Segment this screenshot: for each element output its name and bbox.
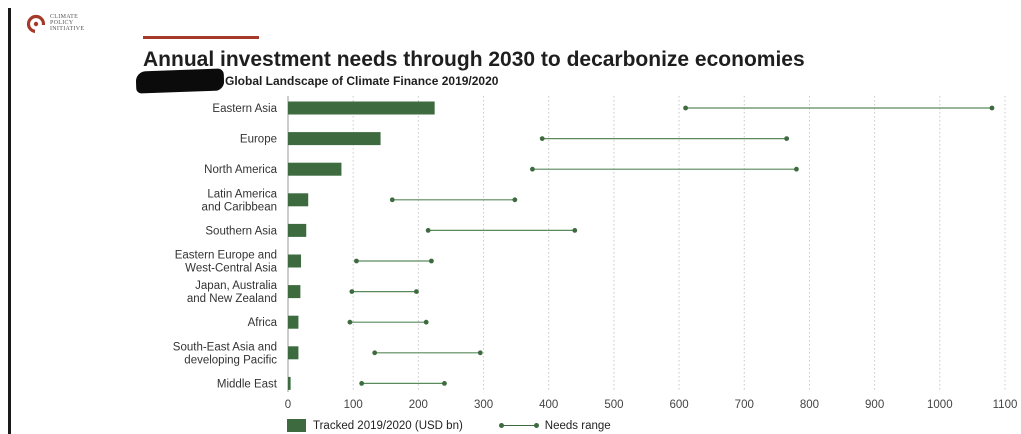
needs-range-max-point xyxy=(442,381,447,386)
x-tick-label: 500 xyxy=(604,399,623,411)
tracked-bar xyxy=(288,315,299,329)
needs-range-min-point xyxy=(539,136,545,142)
needs-range-max-point xyxy=(989,105,995,111)
needs-range-min-point xyxy=(354,258,359,264)
needs-range-max-point xyxy=(429,258,434,264)
tracked-bar xyxy=(288,223,307,237)
needs-range-min-point xyxy=(389,197,395,203)
needs-range-max-point xyxy=(512,197,518,203)
tracked-bar xyxy=(288,285,301,299)
legend-tracked-label: Tracked 2019/2020 (USD bn) xyxy=(313,419,463,432)
tracked-bar xyxy=(288,376,291,390)
tracked-bar xyxy=(288,254,302,268)
x-tick-label: 0 xyxy=(285,399,291,411)
category-label: Africa xyxy=(248,317,278,329)
x-tick-label: 800 xyxy=(800,399,819,411)
x-tick-label: 100 xyxy=(344,399,363,411)
x-tick-label: 700 xyxy=(735,399,754,411)
category-label: Middle East xyxy=(217,378,278,390)
x-tick-label: 600 xyxy=(669,399,688,411)
needs-range-min-point xyxy=(425,228,431,233)
cpi-logo: CLIMATE POLICY INITIATIVE xyxy=(26,14,102,34)
needs-range-max-point xyxy=(477,350,483,356)
category-label: South-East Asia and developing Pacific xyxy=(173,341,277,366)
chart-title: Annual investment needs through 2030 to … xyxy=(143,48,805,71)
category-label: Eastern Europe and West-Central Asia xyxy=(175,250,278,275)
cpi-logo-icon xyxy=(26,14,46,34)
needs-range-min-point xyxy=(683,105,689,111)
category-label: Europe xyxy=(240,134,277,146)
legend-range-symbol xyxy=(498,421,539,430)
title-accent-bar xyxy=(143,36,259,39)
x-tick-label: 400 xyxy=(539,399,558,411)
needs-range-max-point xyxy=(794,166,799,172)
category-label: Latin America and Caribbean xyxy=(202,188,278,213)
tracked-bar xyxy=(288,193,309,207)
x-tick-label: 300 xyxy=(474,399,493,411)
x-tick-label: 1000 xyxy=(927,399,953,411)
left-divider xyxy=(8,8,11,434)
tracked-bar xyxy=(288,162,342,176)
legend-needs-label: Needs range xyxy=(544,419,611,432)
needs-range-min-point xyxy=(349,289,355,294)
category-label: Japan, Australia and New Zealand xyxy=(187,280,278,305)
tracked-bar xyxy=(288,101,435,115)
category-label: Southern Asia xyxy=(205,225,277,237)
tracked-bar xyxy=(288,132,381,146)
category-label: Eastern Asia xyxy=(212,103,277,115)
category-label: North America xyxy=(204,164,277,176)
needs-range-max-point xyxy=(572,228,578,233)
needs-range-max-point xyxy=(784,136,790,142)
needs-range-min-point xyxy=(372,350,378,356)
x-tick-label: 900 xyxy=(865,399,884,411)
tracked-bar xyxy=(288,346,299,360)
legend-bar-swatch xyxy=(287,419,306,432)
needs-range-max-point xyxy=(414,289,419,294)
x-tick-label: 200 xyxy=(409,399,428,411)
chart-subtitle: Global Landscape of Climate Finance 2019… xyxy=(225,74,499,88)
needs-range-min-point xyxy=(347,319,353,325)
legend: Tracked 2019/2020 (USD bn) Needs range xyxy=(287,419,611,432)
needs-range-min-point xyxy=(359,381,365,386)
x-tick-label: 1100 xyxy=(993,399,1018,411)
needs-range-min-point xyxy=(530,166,535,172)
needs-range-max-point xyxy=(423,319,429,325)
logo-text: CLIMATE POLICY INITIATIVE xyxy=(50,14,85,32)
